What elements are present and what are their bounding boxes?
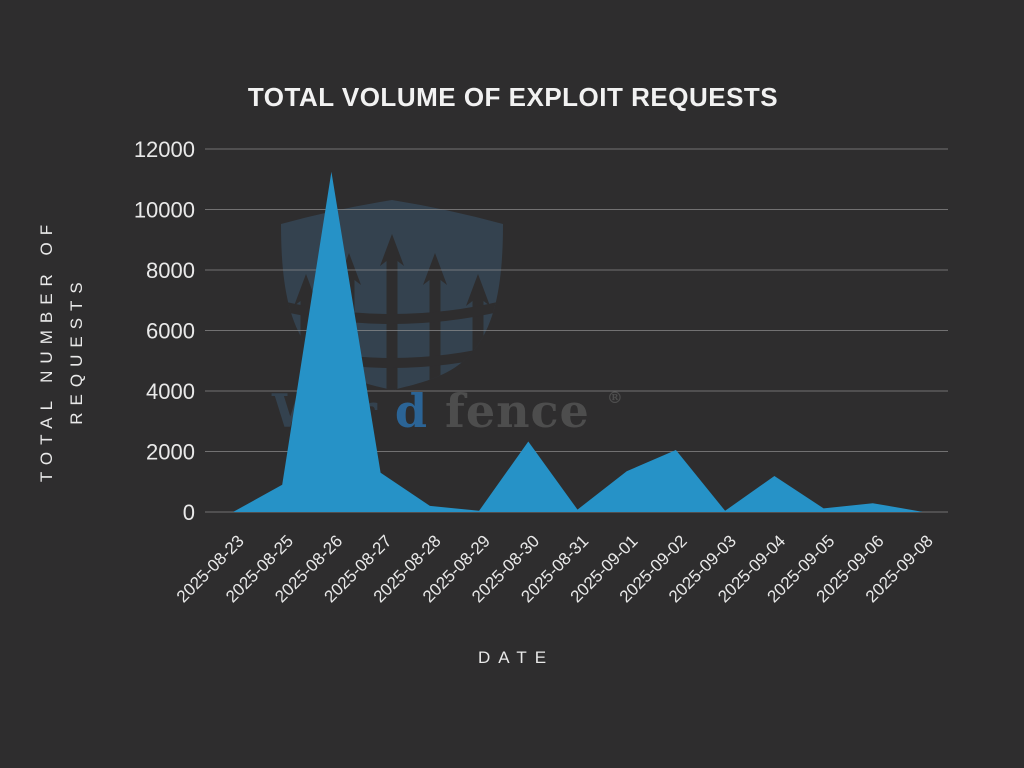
y-tick-label: 10000 — [134, 198, 195, 223]
x-axis-title: DATE — [477, 648, 555, 667]
chart-title: TOTAL VOLUME OF EXPLOIT REQUESTS — [247, 82, 779, 112]
y-axis-title-line-1: TOTAL NUMBER OF — [37, 217, 56, 483]
fence-rail-icon — [281, 296, 503, 324]
wordmark-suffix: fence — [445, 384, 590, 438]
fence-picket-icon — [466, 274, 490, 390]
fence-picket-icon — [380, 234, 404, 390]
exploit-requests-area-series — [233, 171, 922, 512]
wordfence-wordmark: Wor d fence ® — [271, 384, 624, 438]
y-tick-label: 4000 — [146, 379, 195, 404]
y-axis-title-line-2: REQUESTS — [67, 275, 86, 425]
y-tick-label: 2000 — [146, 440, 195, 465]
y-tick-label: 0 — [183, 500, 195, 525]
fence-picket-icon — [294, 274, 318, 390]
wordmark-d: d — [395, 384, 428, 438]
registered-trademark-icon: ® — [607, 388, 624, 407]
y-tick-label: 6000 — [146, 319, 195, 344]
y-tick-label: 8000 — [146, 258, 195, 283]
y-tick-label: 12000 — [134, 137, 195, 162]
